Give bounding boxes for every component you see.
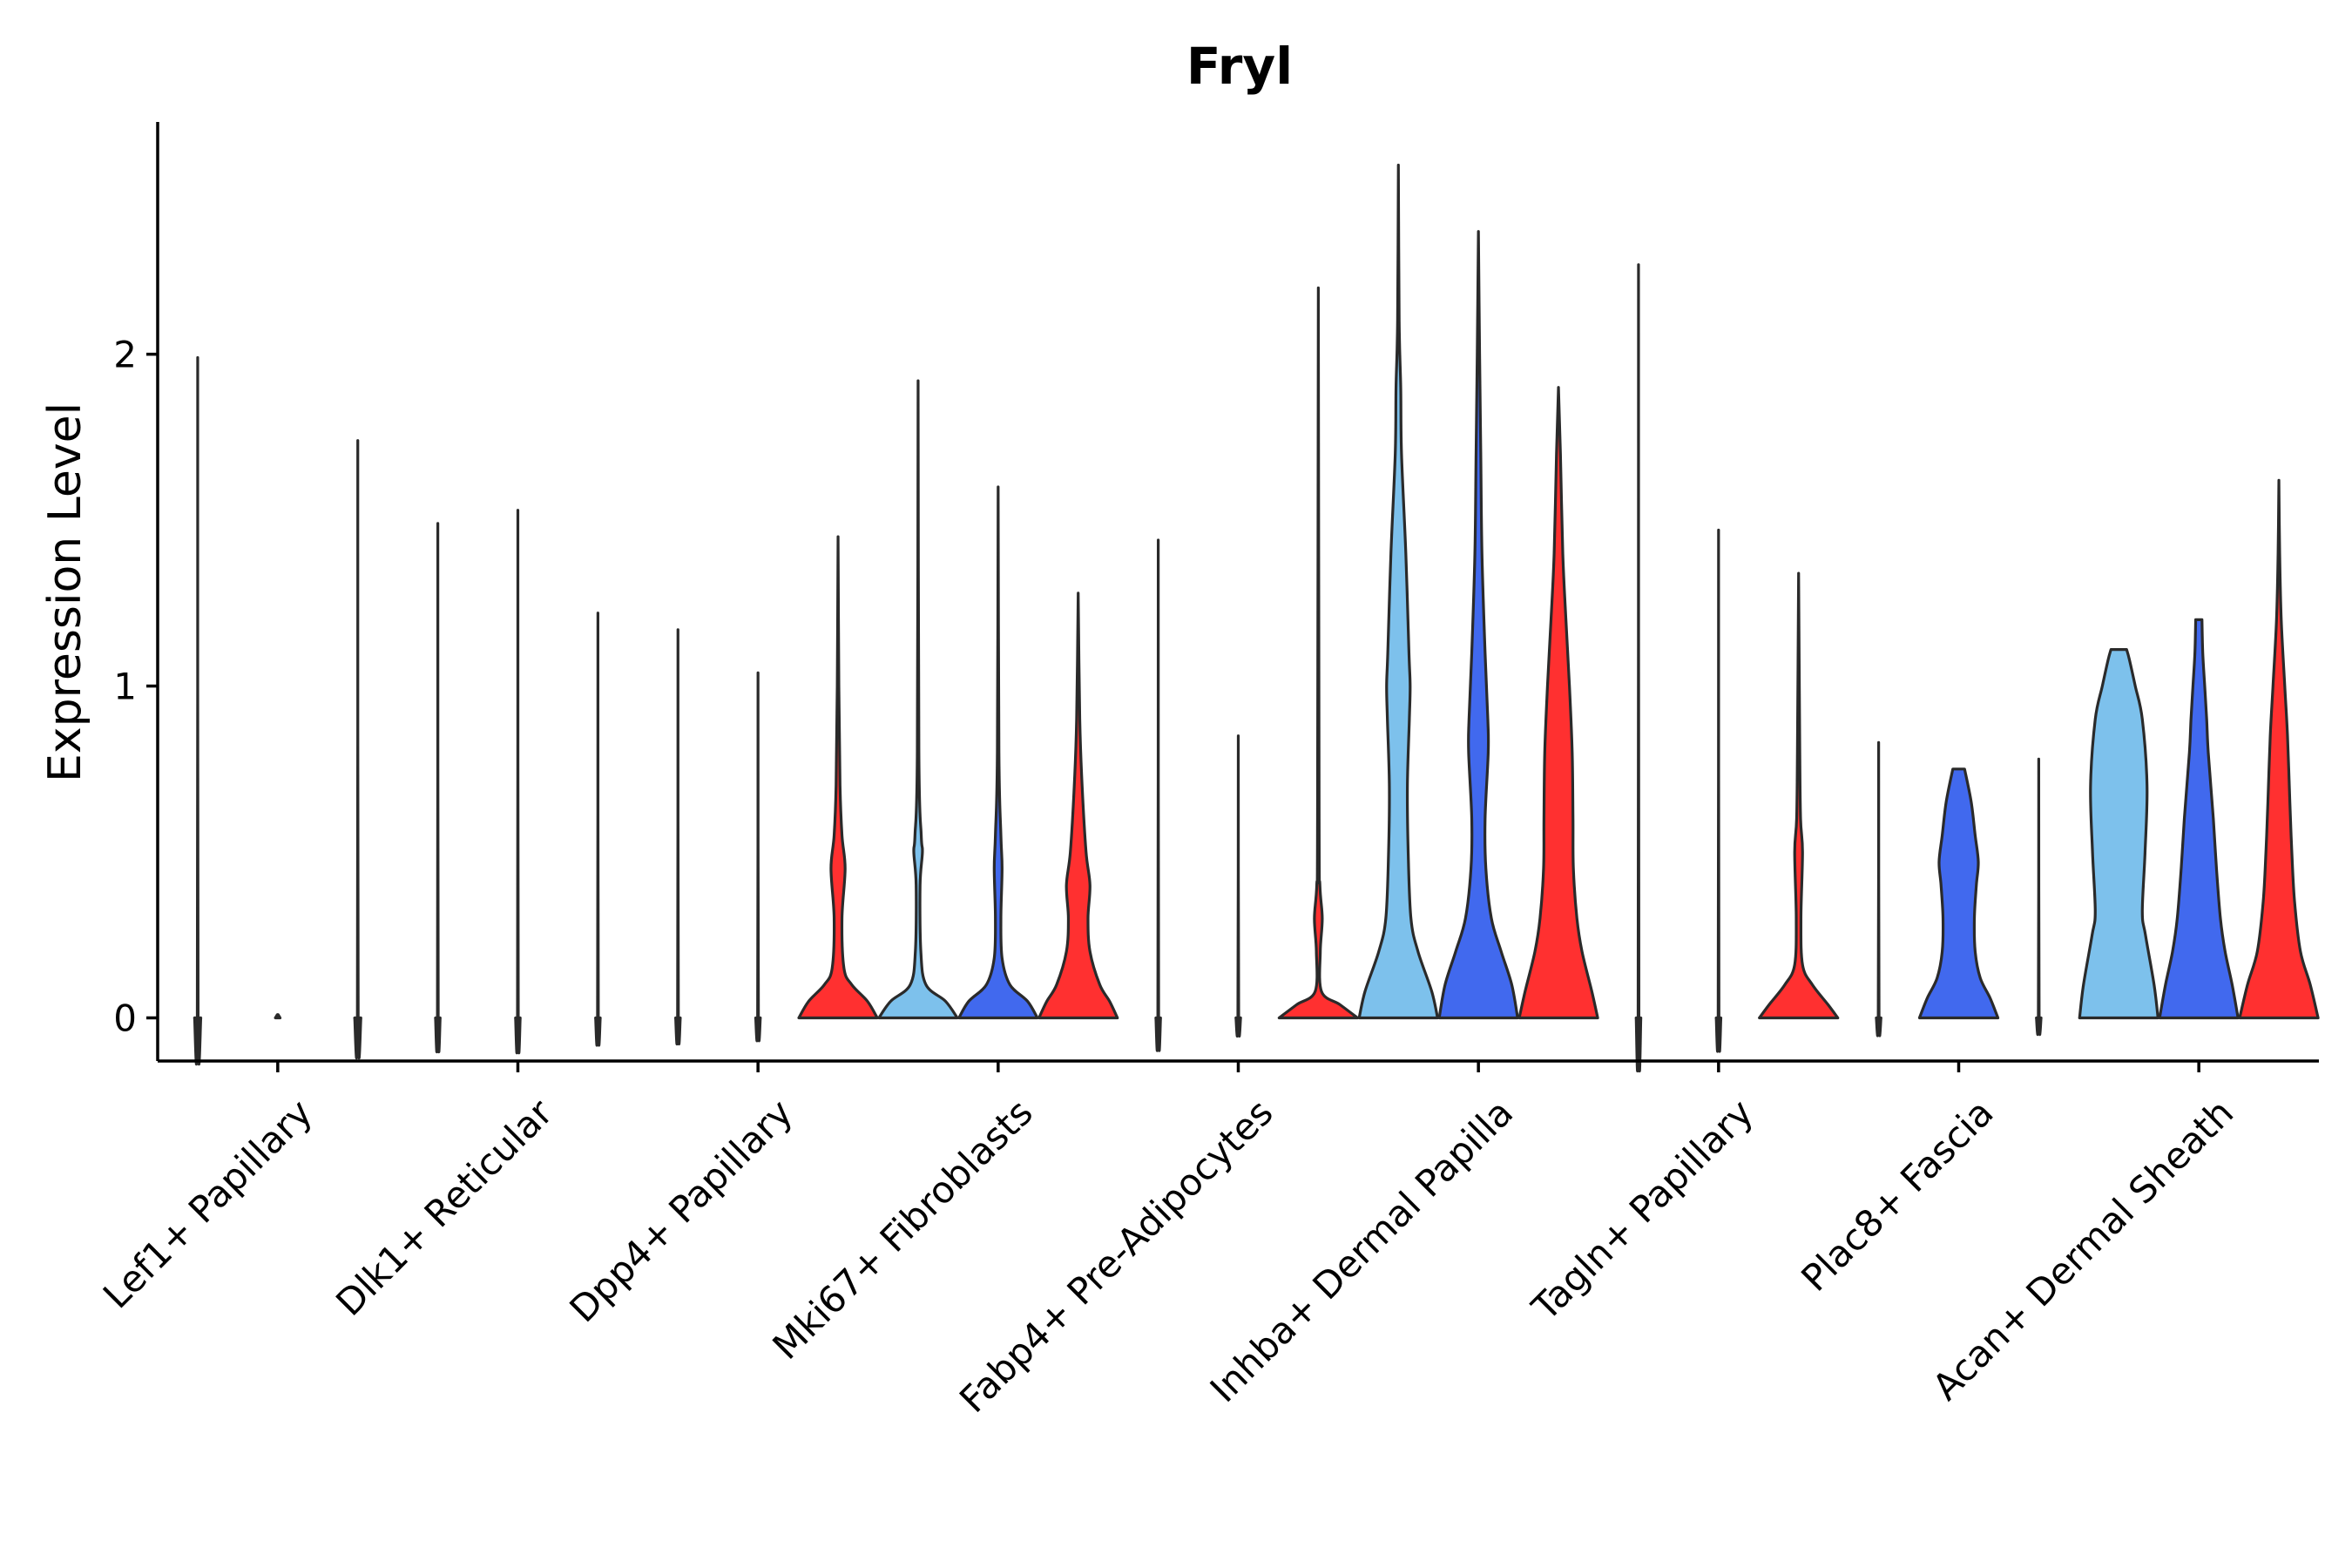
violins-layer — [193, 163, 2320, 1073]
violin-5-series-3 — [1277, 286, 1360, 1020]
x-tick-label: Plac8+ Fascia — [1793, 1091, 2001, 1299]
violin-8-series-3 — [2035, 757, 2043, 1036]
violin-6-series-2 — [1437, 230, 1519, 1020]
violin-4-series-2 — [957, 485, 1039, 1020]
y-tick-label: 0 — [113, 997, 137, 1039]
violin-7-series-3 — [1758, 571, 1840, 1020]
chart-title: Fryl — [1186, 37, 1293, 96]
violin-1-series-3 — [353, 439, 362, 1060]
violin-4-series-1 — [877, 379, 959, 1020]
violin-8-series-2 — [1917, 767, 2000, 1020]
violin-9-series-3 — [2238, 478, 2320, 1020]
violin-8-series-1 — [1875, 740, 1882, 1037]
x-tick-label: Mki67+ Fibroblasts — [764, 1091, 1040, 1367]
violin-1-series-2 — [274, 1013, 282, 1020]
y-tick-label: 1 — [113, 666, 137, 708]
violin-1-series-1 — [193, 355, 203, 1066]
x-tick-label: Dpp4+ Papillary — [561, 1091, 801, 1330]
x-tick-label: Tagln+ Papillary — [1524, 1091, 1761, 1328]
violin-7-series-1 — [1634, 263, 1643, 1073]
violin-9-series-1 — [2078, 648, 2159, 1020]
violin-2-series-1 — [434, 522, 442, 1054]
y-axis-label: Expression Level — [39, 402, 91, 782]
violin-3-series-1 — [673, 628, 682, 1045]
violin-3-series-3 — [797, 535, 879, 1020]
violin-5-series-2 — [1234, 734, 1242, 1038]
violin-5-series-1 — [1154, 538, 1162, 1052]
violin-4-series-3 — [1037, 591, 1119, 1020]
violin-9-series-2 — [2158, 618, 2240, 1020]
violin-3-series-2 — [754, 671, 762, 1043]
violin-6-series-1 — [1357, 163, 1439, 1020]
y-tick-label: 2 — [113, 334, 137, 376]
x-tick-label: Lef1+ Papillary — [95, 1091, 321, 1316]
x-tick-label: Dlk1+ Reticular — [328, 1091, 561, 1324]
violin-2-series-2 — [514, 509, 522, 1055]
violin-7-series-2 — [1714, 528, 1723, 1053]
violin-6-series-3 — [1517, 386, 1599, 1020]
axes-layer: 0 1 2 Lef1+ Papillary Dlk1+ Reticular Dpp4+ P… — [95, 122, 2319, 1421]
violin-2-series-3 — [594, 612, 602, 1047]
